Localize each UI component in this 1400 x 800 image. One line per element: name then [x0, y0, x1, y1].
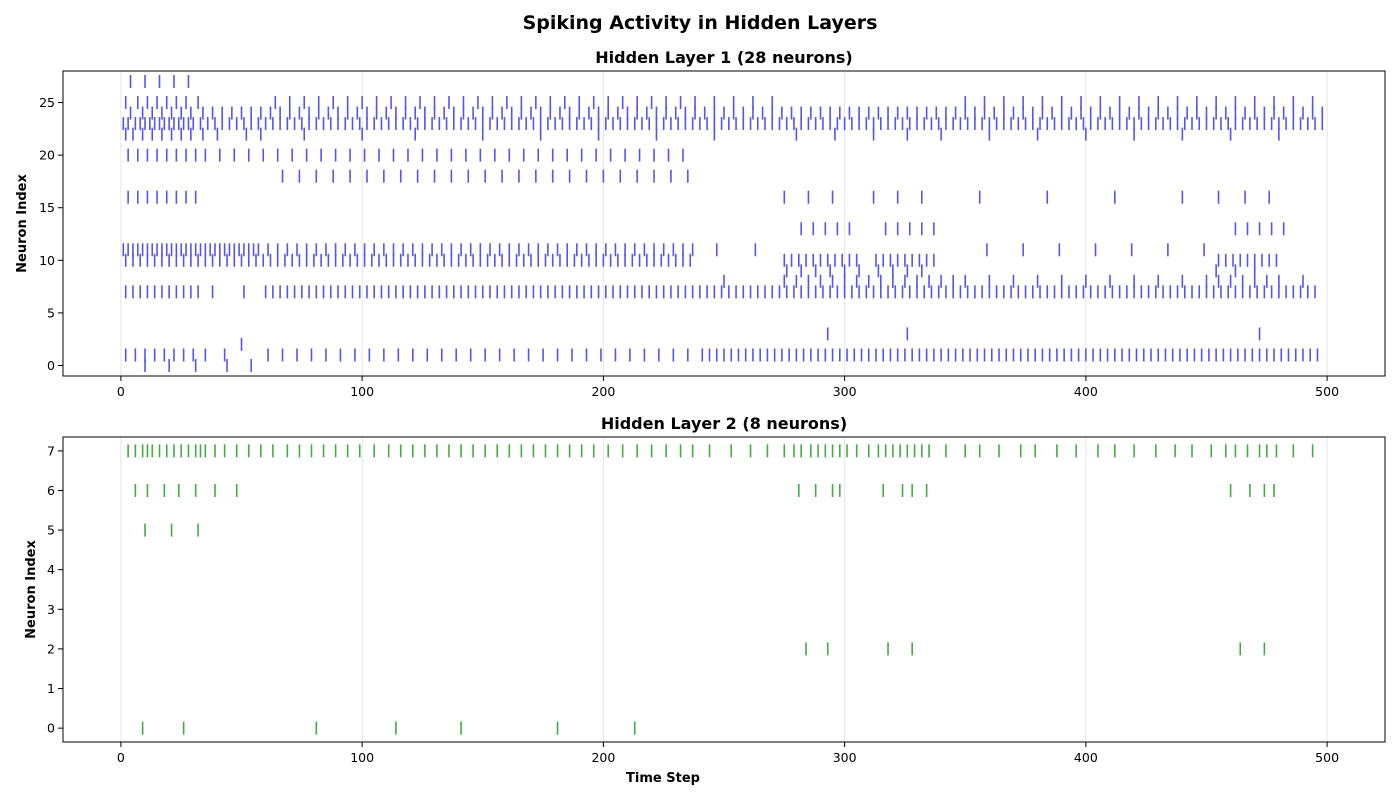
x-tick-label: 300 [833, 384, 857, 399]
y-tick-label: 4 [47, 562, 55, 577]
axes-frame [62, 70, 1386, 377]
y-axis-label: Neuron Index [15, 174, 30, 273]
x-tick-label: 400 [1074, 750, 1098, 765]
panel-title: Hidden Layer 1 (28 neurons) [595, 48, 852, 67]
x-tick-label: 400 [1074, 384, 1098, 399]
y-tick-label: 0 [47, 358, 55, 373]
y-axis-label: Neuron Index [24, 540, 39, 639]
figure-title: Spiking Activity in Hidden Layers [522, 12, 878, 34]
x-tick-label: 500 [1315, 384, 1339, 399]
y-tick-label: 3 [47, 602, 55, 617]
x-axis-label: Time Step [626, 771, 700, 786]
y-tick-label: 0 [47, 721, 55, 736]
x-tick-label: 0 [117, 750, 125, 765]
panel-title: Hidden Layer 2 (8 neurons) [601, 414, 847, 433]
panel-1: 0 100 200 300 400 500 0 5 10 15 20 25 Hidden Layer 1… [15, 48, 1386, 399]
y-tick-label: 5 [47, 305, 55, 320]
y-tick-label: 20 [39, 148, 55, 163]
panel-2: 0 100 200 300 400 500 0 1 2 3 4 5 6 7 Hidden Layer 2 (… [24, 414, 1386, 786]
y-tick-label: 5 [47, 523, 55, 538]
x-tick-label: 100 [350, 384, 374, 399]
y-tick-label: 2 [47, 641, 55, 656]
y-tick-label: 15 [39, 200, 55, 215]
x-tick-label: 0 [117, 384, 125, 399]
y-tick-label: 1 [47, 681, 55, 696]
x-tick-label: 200 [591, 750, 615, 765]
y-tick-label: 6 [47, 483, 55, 498]
x-tick-label: 500 [1315, 750, 1339, 765]
y-tick-label: 10 [39, 253, 55, 268]
axes-frame [62, 436, 1386, 743]
y-tick-label: 7 [47, 443, 55, 458]
y-tick-label: 25 [39, 95, 55, 110]
x-tick-label: 300 [833, 750, 857, 765]
x-tick-label: 100 [350, 750, 374, 765]
x-tick-label: 200 [591, 384, 615, 399]
